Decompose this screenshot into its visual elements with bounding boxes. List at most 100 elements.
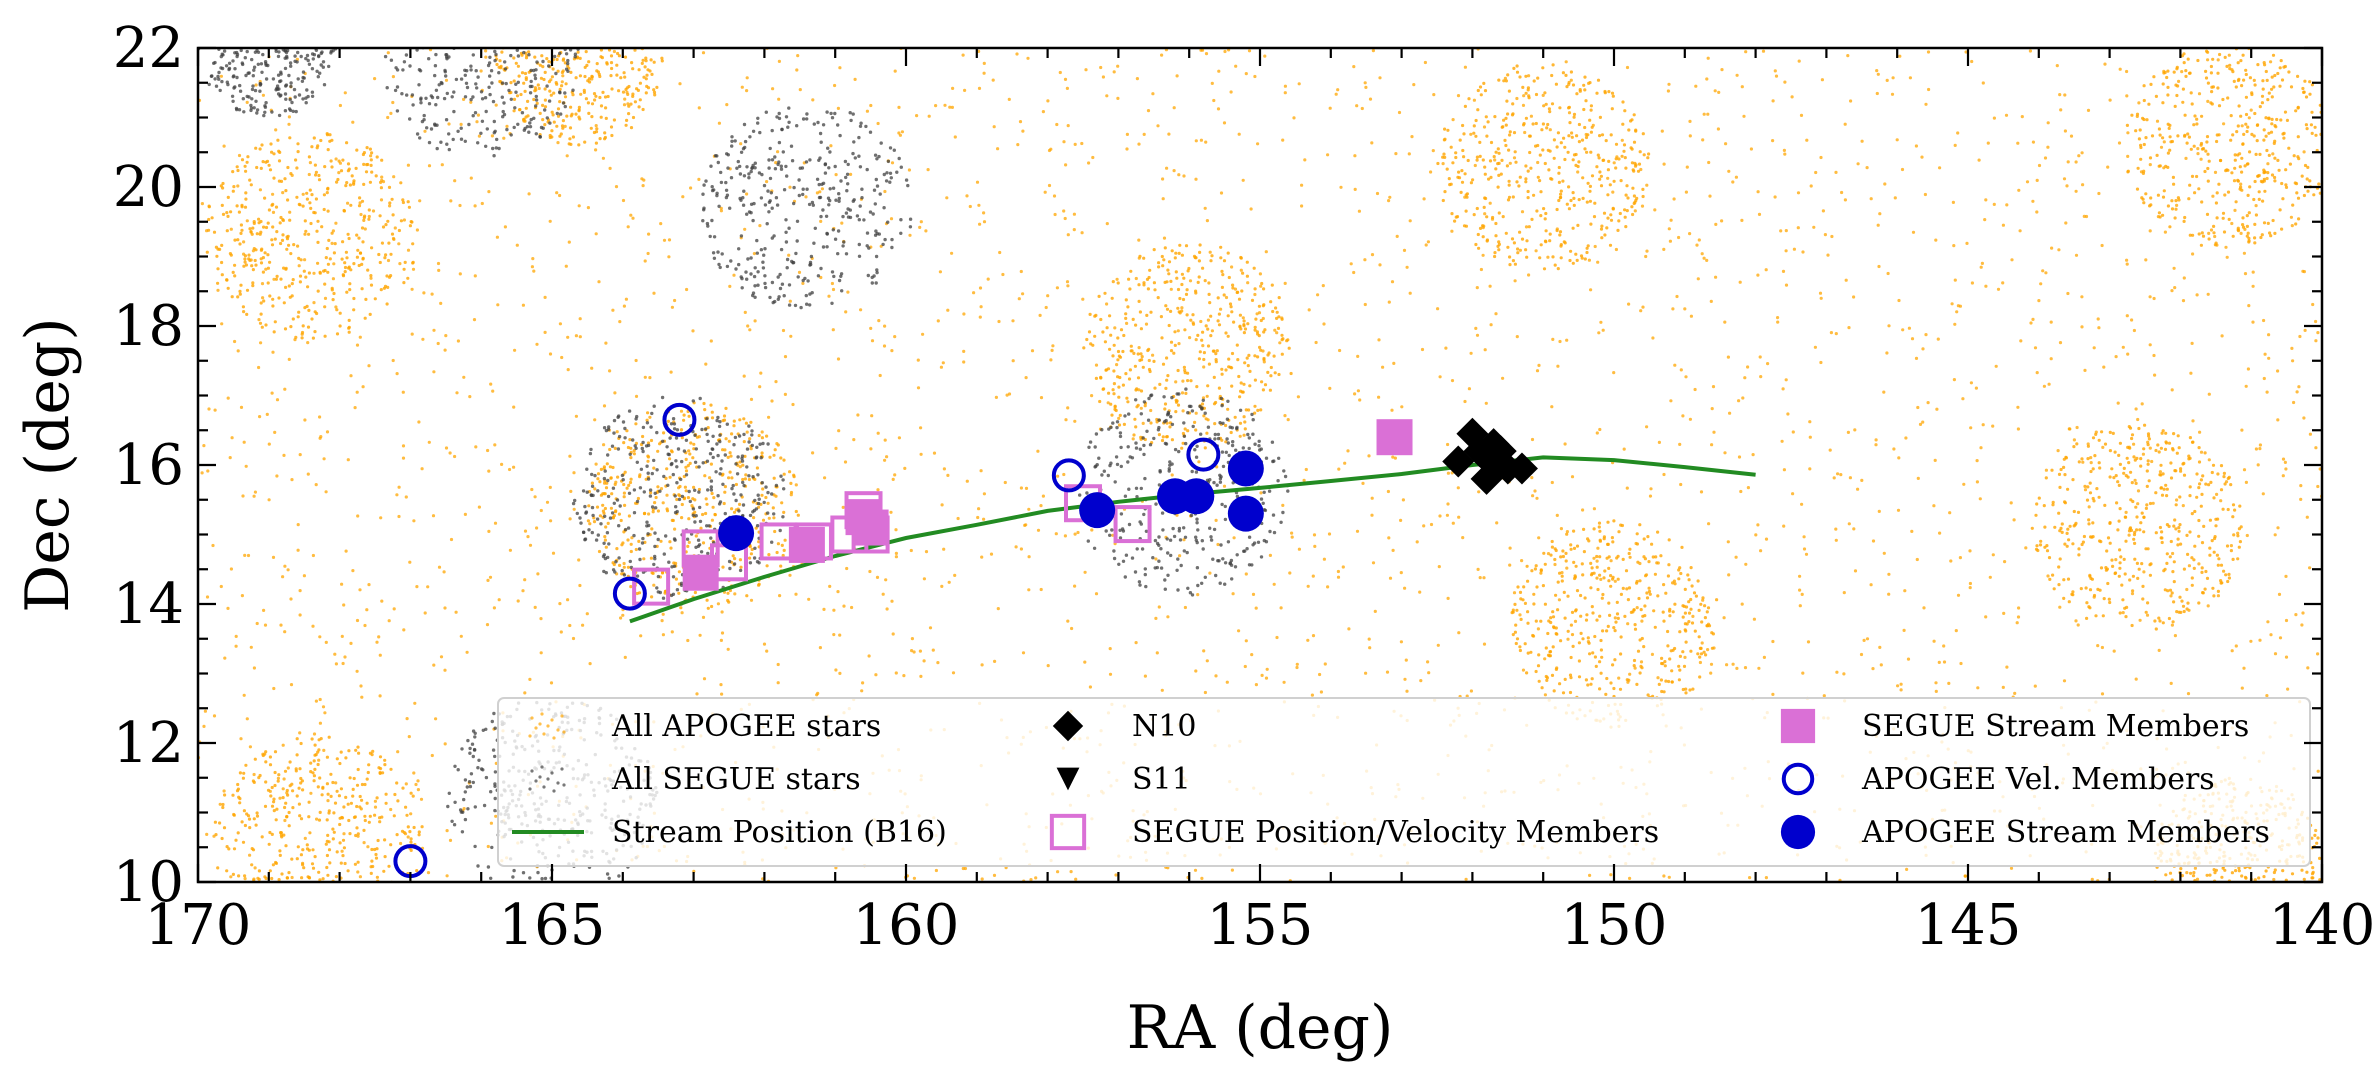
apogee-star (532, 269, 536, 273)
apogee-star (1525, 239, 1529, 243)
apogee-star (1181, 431, 1185, 436)
apogee-star (1856, 487, 1860, 491)
apogee-star (432, 370, 436, 374)
apogee-star (1537, 363, 1541, 367)
apogee-star (373, 799, 377, 803)
apogee-star (1524, 74, 1528, 78)
apogee-star (1066, 284, 1070, 288)
apogee-star (1023, 523, 1027, 528)
apogee-star (1063, 216, 1067, 221)
apogee-star (687, 540, 691, 545)
apogee-star (368, 147, 372, 151)
apogee-star (1137, 142, 1141, 146)
apogee-star (1143, 674, 1147, 678)
apogee-star (253, 866, 257, 870)
apogee-star (765, 649, 769, 653)
apogee-star (1615, 600, 1619, 605)
apogee-star (602, 443, 606, 447)
apogee-star (704, 511, 708, 516)
apogee-star (309, 761, 313, 765)
apogee-star (257, 365, 261, 370)
apogee-star (545, 500, 550, 504)
apogee-star (1570, 135, 1574, 139)
apogee-star (1407, 152, 1411, 156)
apogee-star (1353, 187, 1357, 191)
apogee-star (1583, 125, 1587, 130)
apogee-star (968, 204, 972, 209)
apogee-star (1640, 636, 1644, 641)
apogee-star (564, 264, 568, 268)
apogee-star (1705, 77, 1709, 81)
apogee-star (442, 570, 446, 574)
apogee-star (719, 206, 723, 210)
apogee-star (1822, 694, 1826, 698)
apogee-star (1196, 593, 1200, 597)
apogee-star (1090, 394, 1094, 398)
apogee-star (1587, 258, 1591, 262)
apogee-star (1534, 144, 1538, 148)
apogee-star (629, 549, 633, 554)
apogee-star (1523, 130, 1527, 135)
apogee-star (330, 241, 334, 245)
apogee-star (1353, 154, 1357, 158)
apogee-star (730, 507, 734, 511)
apogee-star (1088, 685, 1092, 689)
apogee-star (1472, 98, 1476, 102)
apogee-star (1672, 197, 1676, 201)
apogee-star (1606, 542, 1610, 547)
apogee-star (759, 371, 763, 375)
apogee-star (326, 262, 330, 266)
apogee-star (618, 563, 622, 568)
apogee-star (1227, 275, 1231, 280)
apogee-star (1823, 233, 1827, 237)
apogee-star (2152, 353, 2156, 358)
apogee-star (1219, 245, 1223, 249)
apogee-star (2017, 188, 2021, 192)
apogee-star (2015, 621, 2019, 625)
apogee-star (704, 497, 708, 501)
apogee-star (1024, 376, 1028, 380)
apogee-star (286, 793, 290, 797)
apogee-star (1094, 313, 1098, 317)
apogee-star (455, 391, 459, 395)
apogee-star (1550, 405, 1554, 409)
apogee-star (779, 564, 783, 568)
apogee-star (688, 452, 692, 456)
apogee-star (1605, 226, 1609, 230)
apogee-star (721, 448, 725, 452)
apogee-star (1194, 139, 1198, 143)
apogee-star (1213, 422, 1217, 426)
apogee-star (1125, 321, 1129, 325)
apogee-star (620, 572, 624, 576)
apogee-star (1981, 423, 1985, 427)
apogee-star (801, 281, 805, 285)
apogee-star (728, 284, 732, 288)
apogee-star (686, 464, 690, 468)
apogee-star (1444, 346, 1448, 350)
apogee-star (283, 630, 287, 634)
apogee-star (320, 225, 324, 229)
apogee-star (379, 516, 383, 520)
apogee-star (1710, 407, 1714, 411)
apogee-star (345, 256, 349, 260)
apogee-star (924, 229, 928, 233)
apogee-star (1151, 353, 1155, 357)
apogee-star (236, 782, 240, 787)
apogee-star (2262, 376, 2266, 381)
apogee-star (255, 814, 260, 818)
apogee-star (207, 217, 211, 222)
apogee-star (2132, 442, 2136, 446)
apogee-star (1224, 295, 1229, 300)
apogee-star (444, 334, 448, 338)
apogee-star (1609, 681, 1613, 685)
apogee-star (1463, 399, 1467, 404)
apogee-star (322, 457, 326, 461)
apogee-star (1834, 332, 1838, 336)
apogee-star (447, 122, 451, 126)
apogee-star (2087, 505, 2091, 509)
apogee-star (1538, 179, 1542, 183)
apogee-star (722, 501, 726, 506)
apogee-star (1522, 94, 1526, 98)
apogee-star (373, 77, 377, 81)
apogee-star (1728, 411, 1732, 415)
